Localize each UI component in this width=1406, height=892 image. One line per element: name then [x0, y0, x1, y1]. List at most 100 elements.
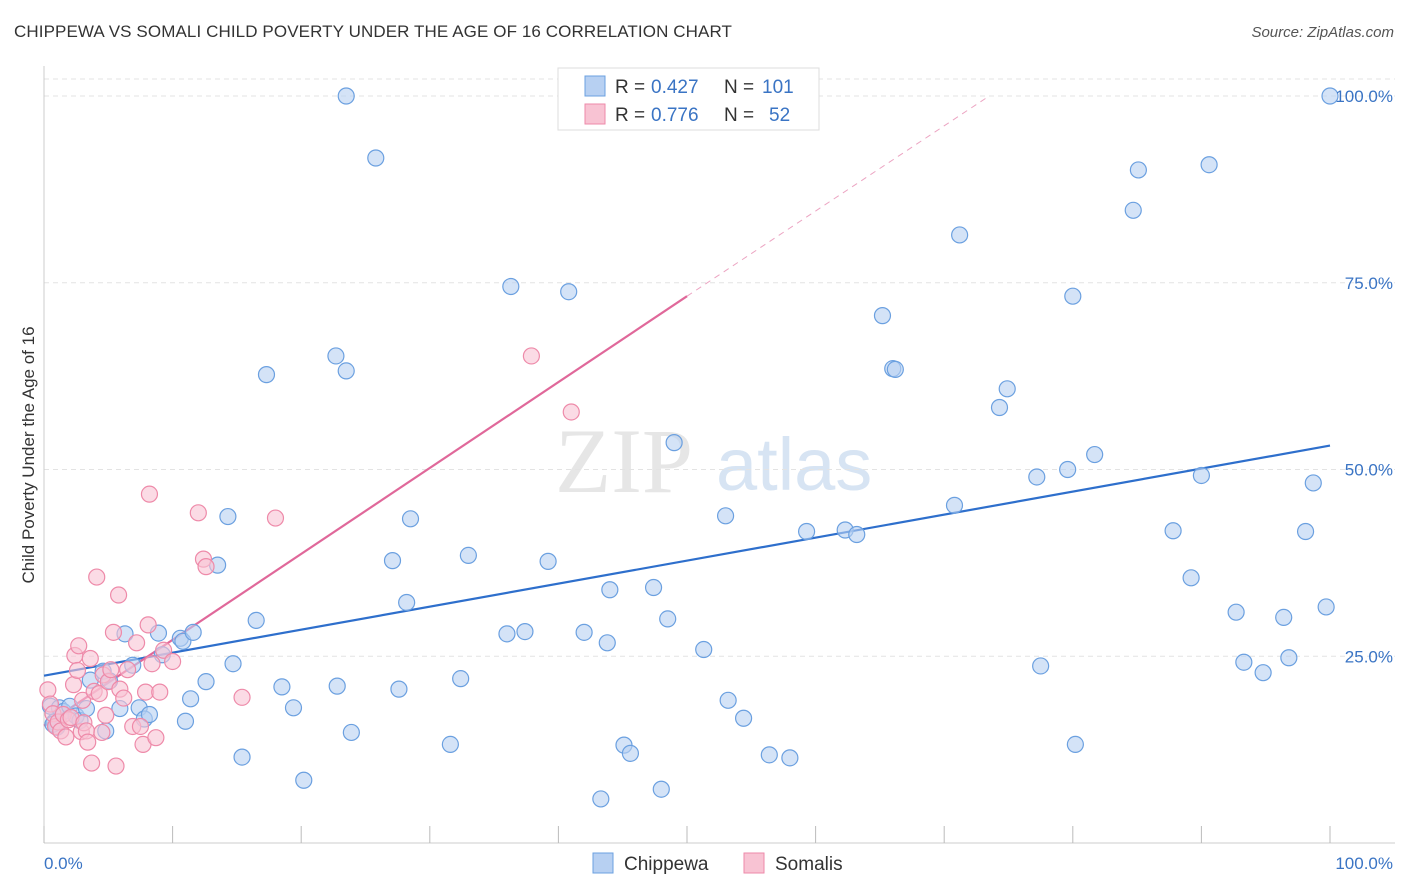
somali-point-23 [90, 684, 108, 703]
chippewa-point-45 [398, 593, 416, 612]
chippewa-point-38 [328, 677, 346, 695]
somali-point-19 [81, 649, 99, 668]
chippewa-point-56 [592, 790, 610, 808]
chippewa-point-78 [945, 496, 964, 514]
y-tick-label-100: 100.0% [1335, 87, 1393, 106]
chippewa-point-95 [1254, 664, 1272, 682]
chippewa-point-100 [1317, 598, 1335, 616]
chippewa-point-101 [1321, 87, 1339, 105]
chippewa-point-77 [951, 226, 969, 244]
axes [43, 66, 1395, 844]
chippewa-point-80 [998, 380, 1016, 398]
somali-point-13 [70, 637, 88, 655]
chippewa-point-93 [1227, 603, 1245, 621]
chippewa-point-63 [659, 610, 677, 628]
chippewa-point-86 [1086, 445, 1104, 464]
somali-trend-line [43, 295, 688, 727]
chippewa-point-66 [716, 507, 735, 525]
legend-r-value-2: 0.776 [651, 105, 699, 126]
chippewa-point-57 [598, 634, 616, 652]
chippewa-point-35 [284, 699, 303, 717]
somali-point-33 [115, 689, 133, 707]
chippewa-point-82 [1032, 657, 1050, 675]
source-credit: Source: ZipAtlas.com [1251, 24, 1394, 41]
y-axis-title: Child Poverty Under the Age of 16 [19, 326, 38, 583]
chippewa-point-84 [1064, 287, 1082, 305]
chippewa-point-46 [401, 510, 420, 528]
chippewa-point-89 [1164, 522, 1182, 540]
chippewa-point-44 [390, 680, 408, 698]
legend-r-label-2: R = [615, 105, 645, 126]
somali-point-28 [102, 661, 120, 679]
bottom-legend: Chippewa Somalis [592, 852, 843, 875]
bottom-legend-swatch-chippewa [592, 852, 614, 874]
chippewa-point-50 [498, 625, 516, 643]
chippewa-point-60 [621, 744, 640, 762]
chippewa-point-30 [224, 655, 242, 673]
chippewa-point-70 [781, 749, 799, 767]
chippewa-point-69 [760, 746, 778, 764]
chippewa-point-74 [873, 307, 892, 325]
chippewa-point-33 [257, 366, 276, 384]
chippewa-point-32 [247, 611, 265, 629]
legend-r-value-1: 0.427 [651, 77, 699, 98]
trend-lines [43, 95, 1331, 727]
chippewa-point-55 [575, 623, 593, 641]
chippewa-point-97 [1280, 649, 1298, 667]
chippewa-point-87 [1124, 201, 1142, 219]
chippewa-point-27 [197, 673, 215, 691]
somali-point-51 [266, 509, 285, 527]
chippewa-point-81 [1028, 468, 1046, 486]
chippewa-point-40 [342, 723, 360, 742]
somali-point-31 [109, 586, 128, 604]
somali-point-34 [118, 661, 137, 679]
somali-point-47 [189, 504, 207, 522]
chippewa-point-71 [797, 522, 816, 541]
somali-point-29 [104, 623, 123, 641]
tick-labels: 25.0% 50.0% 75.0% 100.0% 0.0% 100.0% [44, 87, 1393, 873]
somali-point-10 [64, 676, 83, 694]
legend-swatch-somalis [584, 103, 606, 125]
chippewa-point-29 [219, 507, 237, 526]
watermark-zip: ZIP [555, 410, 693, 512]
somali-point-49 [197, 558, 215, 576]
legend-n-label-2: N = [724, 105, 754, 126]
chippewa-point-51 [502, 277, 520, 296]
chippewa-point-61 [644, 578, 663, 597]
somali-point-18 [79, 733, 97, 751]
chippewa-point-42 [367, 149, 385, 167]
legend-n-value-2: 52 [769, 105, 790, 126]
chippewa-point-58 [601, 581, 619, 599]
y-tick-label-25: 25.0% [1345, 647, 1393, 666]
chippewa-point-68 [734, 709, 753, 727]
somali-point-45 [154, 641, 173, 659]
chippewa-point-92 [1192, 466, 1211, 485]
chippewa-point-88 [1129, 161, 1147, 179]
chippewa-point-48 [452, 670, 470, 688]
chippewa-point-25 [182, 690, 200, 708]
chippewa-point-39 [337, 362, 355, 380]
somali-point-44 [151, 683, 169, 701]
chippewa-point-64 [665, 434, 683, 452]
somali-point-36 [127, 634, 146, 652]
chippewa-point-83 [1059, 460, 1077, 479]
chippewa-point-49 [459, 546, 477, 565]
legend-r-label-1: R = [615, 77, 645, 98]
somali-point-46 [164, 652, 182, 671]
somali-point-12 [68, 661, 87, 680]
somali-point-41 [140, 485, 159, 503]
y-tick-label-75: 75.0% [1345, 274, 1393, 293]
chippewa-point-65 [695, 640, 713, 659]
chippewa-point-54 [560, 283, 578, 301]
chippewa-point-96 [1275, 608, 1293, 627]
chippewa-point-67 [719, 691, 737, 709]
watermark-atlas: atlas [716, 423, 872, 506]
somali-point-52 [522, 347, 540, 365]
chippewa-point-53 [539, 552, 557, 570]
chippewa-trend-line [43, 444, 1331, 677]
chippewa-point-31 [233, 748, 251, 766]
chippewa-point-99 [1304, 474, 1322, 492]
chippewa-point-73 [848, 525, 866, 544]
chippewa-point-90 [1182, 569, 1200, 587]
